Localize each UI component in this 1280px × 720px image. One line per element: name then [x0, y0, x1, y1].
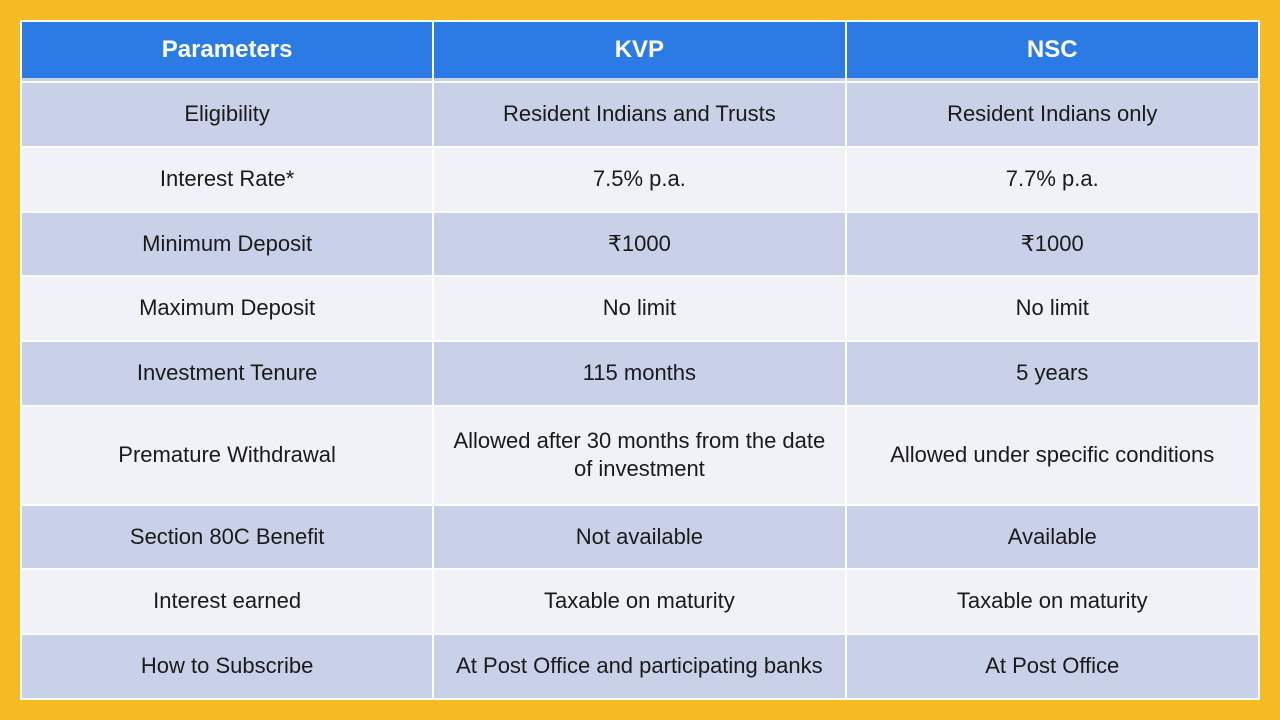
cell-parameter: Minimum Deposit [22, 213, 432, 276]
cell-nsc: Taxable on maturity [847, 570, 1259, 633]
table-row: Premature Withdrawal Allowed after 30 mo… [22, 407, 1258, 504]
comparison-table-container: Parameters KVP NSC Eligibility Resident … [20, 20, 1260, 700]
cell-nsc: 7.7% p.a. [847, 148, 1259, 211]
cell-kvp: Allowed after 30 months from the date of… [434, 407, 844, 504]
cell-nsc: 5 years [847, 342, 1259, 405]
table-row: Minimum Deposit ₹1000 ₹1000 [22, 213, 1258, 276]
cell-parameter: Maximum Deposit [22, 277, 432, 340]
cell-parameter: Section 80C Benefit [22, 506, 432, 569]
table-row: Interest earned Taxable on maturity Taxa… [22, 570, 1258, 633]
cell-nsc: ₹1000 [847, 213, 1259, 276]
cell-kvp: ₹1000 [434, 213, 844, 276]
cell-parameter: Premature Withdrawal [22, 407, 432, 504]
col-header-nsc: NSC [847, 22, 1259, 81]
table-row: Section 80C Benefit Not available Availa… [22, 506, 1258, 569]
table-row: How to Subscribe At Post Office and part… [22, 635, 1258, 698]
cell-kvp: 7.5% p.a. [434, 148, 844, 211]
cell-parameter: Eligibility [22, 83, 432, 146]
cell-kvp: 115 months [434, 342, 844, 405]
cell-kvp: Taxable on maturity [434, 570, 844, 633]
comparison-table: Parameters KVP NSC Eligibility Resident … [20, 20, 1260, 700]
cell-parameter: Investment Tenure [22, 342, 432, 405]
cell-kvp: Resident Indians and Trusts [434, 83, 844, 146]
cell-kvp: Not available [434, 506, 844, 569]
table-row: Maximum Deposit No limit No limit [22, 277, 1258, 340]
cell-kvp: At Post Office and participating banks [434, 635, 844, 698]
cell-nsc: Available [847, 506, 1259, 569]
cell-parameter: Interest Rate* [22, 148, 432, 211]
cell-parameter: Interest earned [22, 570, 432, 633]
cell-nsc: No limit [847, 277, 1259, 340]
table-row: Eligibility Resident Indians and Trusts … [22, 83, 1258, 146]
col-header-kvp: KVP [434, 22, 844, 81]
table-row: Interest Rate* 7.5% p.a. 7.7% p.a. [22, 148, 1258, 211]
cell-nsc: At Post Office [847, 635, 1259, 698]
table-row: Investment Tenure 115 months 5 years [22, 342, 1258, 405]
cell-parameter: How to Subscribe [22, 635, 432, 698]
table-header-row: Parameters KVP NSC [22, 22, 1258, 81]
cell-nsc: Resident Indians only [847, 83, 1259, 146]
col-header-parameters: Parameters [22, 22, 432, 81]
cell-kvp: No limit [434, 277, 844, 340]
cell-nsc: Allowed under specific conditions [847, 407, 1259, 504]
